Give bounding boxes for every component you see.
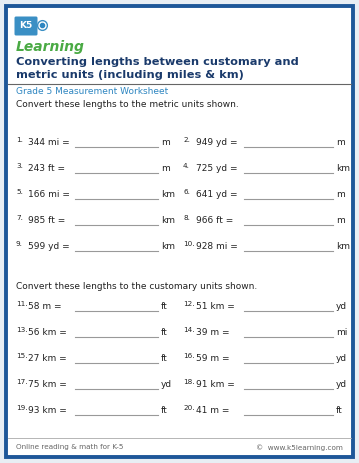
Text: 243 ft =: 243 ft = bbox=[28, 164, 65, 173]
Text: m: m bbox=[336, 190, 345, 199]
Text: 56 km =: 56 km = bbox=[28, 328, 67, 337]
FancyBboxPatch shape bbox=[6, 6, 353, 457]
Text: Convert these lengths to the customary units shown.: Convert these lengths to the customary u… bbox=[16, 282, 257, 291]
Text: 93 km =: 93 km = bbox=[28, 406, 67, 415]
Text: ©  www.k5learning.com: © www.k5learning.com bbox=[256, 444, 343, 450]
FancyBboxPatch shape bbox=[14, 17, 37, 36]
Text: 14.: 14. bbox=[183, 327, 195, 333]
Text: 15.: 15. bbox=[16, 353, 28, 359]
Text: m: m bbox=[161, 164, 170, 173]
Text: Learning: Learning bbox=[16, 40, 85, 54]
Text: Online reading & math for K-5: Online reading & math for K-5 bbox=[16, 444, 123, 450]
Text: 725 yd =: 725 yd = bbox=[196, 164, 238, 173]
Text: 5.: 5. bbox=[16, 189, 23, 195]
Text: 8.: 8. bbox=[183, 215, 190, 221]
Text: 20.: 20. bbox=[183, 405, 195, 411]
Text: yd: yd bbox=[161, 380, 172, 389]
Text: 59 m =: 59 m = bbox=[196, 354, 229, 363]
Text: 641 yd =: 641 yd = bbox=[196, 190, 238, 199]
Text: 18.: 18. bbox=[183, 379, 195, 385]
Text: 12.: 12. bbox=[183, 301, 195, 307]
Text: 166 mi =: 166 mi = bbox=[28, 190, 70, 199]
Text: km: km bbox=[336, 164, 350, 173]
Text: 41 m =: 41 m = bbox=[196, 406, 229, 415]
Text: m: m bbox=[336, 138, 345, 147]
Text: 7.: 7. bbox=[16, 215, 23, 221]
Text: ft: ft bbox=[161, 328, 168, 337]
Text: ft: ft bbox=[336, 406, 343, 415]
Text: 75 km =: 75 km = bbox=[28, 380, 67, 389]
Text: 39 m =: 39 m = bbox=[196, 328, 229, 337]
Text: ft: ft bbox=[161, 354, 168, 363]
Text: 949 yd =: 949 yd = bbox=[196, 138, 238, 147]
Text: yd: yd bbox=[336, 302, 347, 311]
Text: 58 m =: 58 m = bbox=[28, 302, 61, 311]
Text: 10.: 10. bbox=[183, 241, 195, 247]
Text: 13.: 13. bbox=[16, 327, 28, 333]
Text: 3.: 3. bbox=[16, 163, 23, 169]
Text: 19.: 19. bbox=[16, 405, 28, 411]
Text: 9.: 9. bbox=[16, 241, 23, 247]
Text: K5: K5 bbox=[19, 21, 33, 31]
Text: metric units (including miles & km): metric units (including miles & km) bbox=[16, 70, 244, 80]
Text: 27 km =: 27 km = bbox=[28, 354, 67, 363]
Text: 16.: 16. bbox=[183, 353, 195, 359]
Text: ft: ft bbox=[161, 302, 168, 311]
Text: 51 km =: 51 km = bbox=[196, 302, 235, 311]
Text: 6.: 6. bbox=[183, 189, 190, 195]
Text: 1.: 1. bbox=[16, 137, 23, 143]
Text: ft: ft bbox=[161, 406, 168, 415]
Text: km: km bbox=[336, 242, 350, 251]
Text: 2.: 2. bbox=[183, 137, 190, 143]
Text: Converting lengths between customary and: Converting lengths between customary and bbox=[16, 57, 299, 67]
Text: 344 mi =: 344 mi = bbox=[28, 138, 70, 147]
Text: 17.: 17. bbox=[16, 379, 28, 385]
Text: Convert these lengths to the metric units shown.: Convert these lengths to the metric unit… bbox=[16, 100, 239, 109]
Text: km: km bbox=[161, 190, 175, 199]
Text: km: km bbox=[161, 216, 175, 225]
Text: 928 mi =: 928 mi = bbox=[196, 242, 238, 251]
Text: yd: yd bbox=[336, 380, 347, 389]
Text: m: m bbox=[161, 138, 170, 147]
Text: 985 ft =: 985 ft = bbox=[28, 216, 65, 225]
Text: 4.: 4. bbox=[183, 163, 190, 169]
Text: Grade 5 Measurement Worksheet: Grade 5 Measurement Worksheet bbox=[16, 87, 168, 96]
Text: 91 km =: 91 km = bbox=[196, 380, 235, 389]
Text: 11.: 11. bbox=[16, 301, 28, 307]
Text: yd: yd bbox=[336, 354, 347, 363]
Text: m: m bbox=[336, 216, 345, 225]
Text: mi: mi bbox=[336, 328, 348, 337]
Text: 966 ft =: 966 ft = bbox=[196, 216, 233, 225]
Text: 599 yd =: 599 yd = bbox=[28, 242, 70, 251]
Text: km: km bbox=[161, 242, 175, 251]
